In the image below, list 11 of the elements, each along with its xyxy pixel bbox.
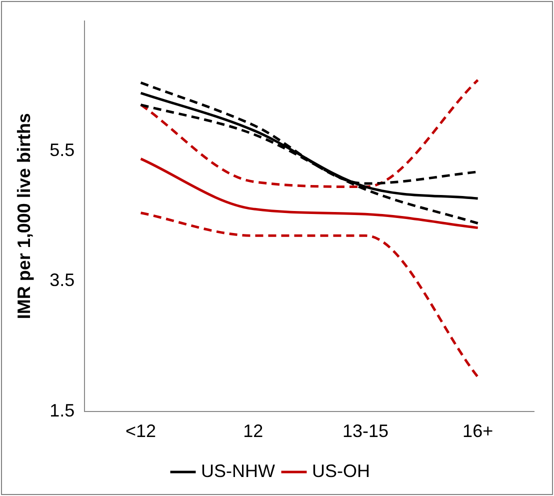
y-tick-label: 5.5 [50, 140, 75, 160]
x-tick-label: 12 [243, 421, 264, 442]
y-axis-title: IMR per 1,000 live births [14, 113, 34, 320]
y-tick-label: 3.5 [50, 270, 75, 290]
x-tick-label: 16+ [462, 421, 494, 442]
line-series [140, 158, 480, 230]
legend-label: US-OH [312, 460, 370, 481]
legend-label: US-NHW [201, 460, 276, 481]
x-tick-label: 13-15 [342, 421, 389, 442]
y-tick-label: 1.5 [50, 400, 75, 420]
x-tick-label: <12 [126, 421, 156, 442]
